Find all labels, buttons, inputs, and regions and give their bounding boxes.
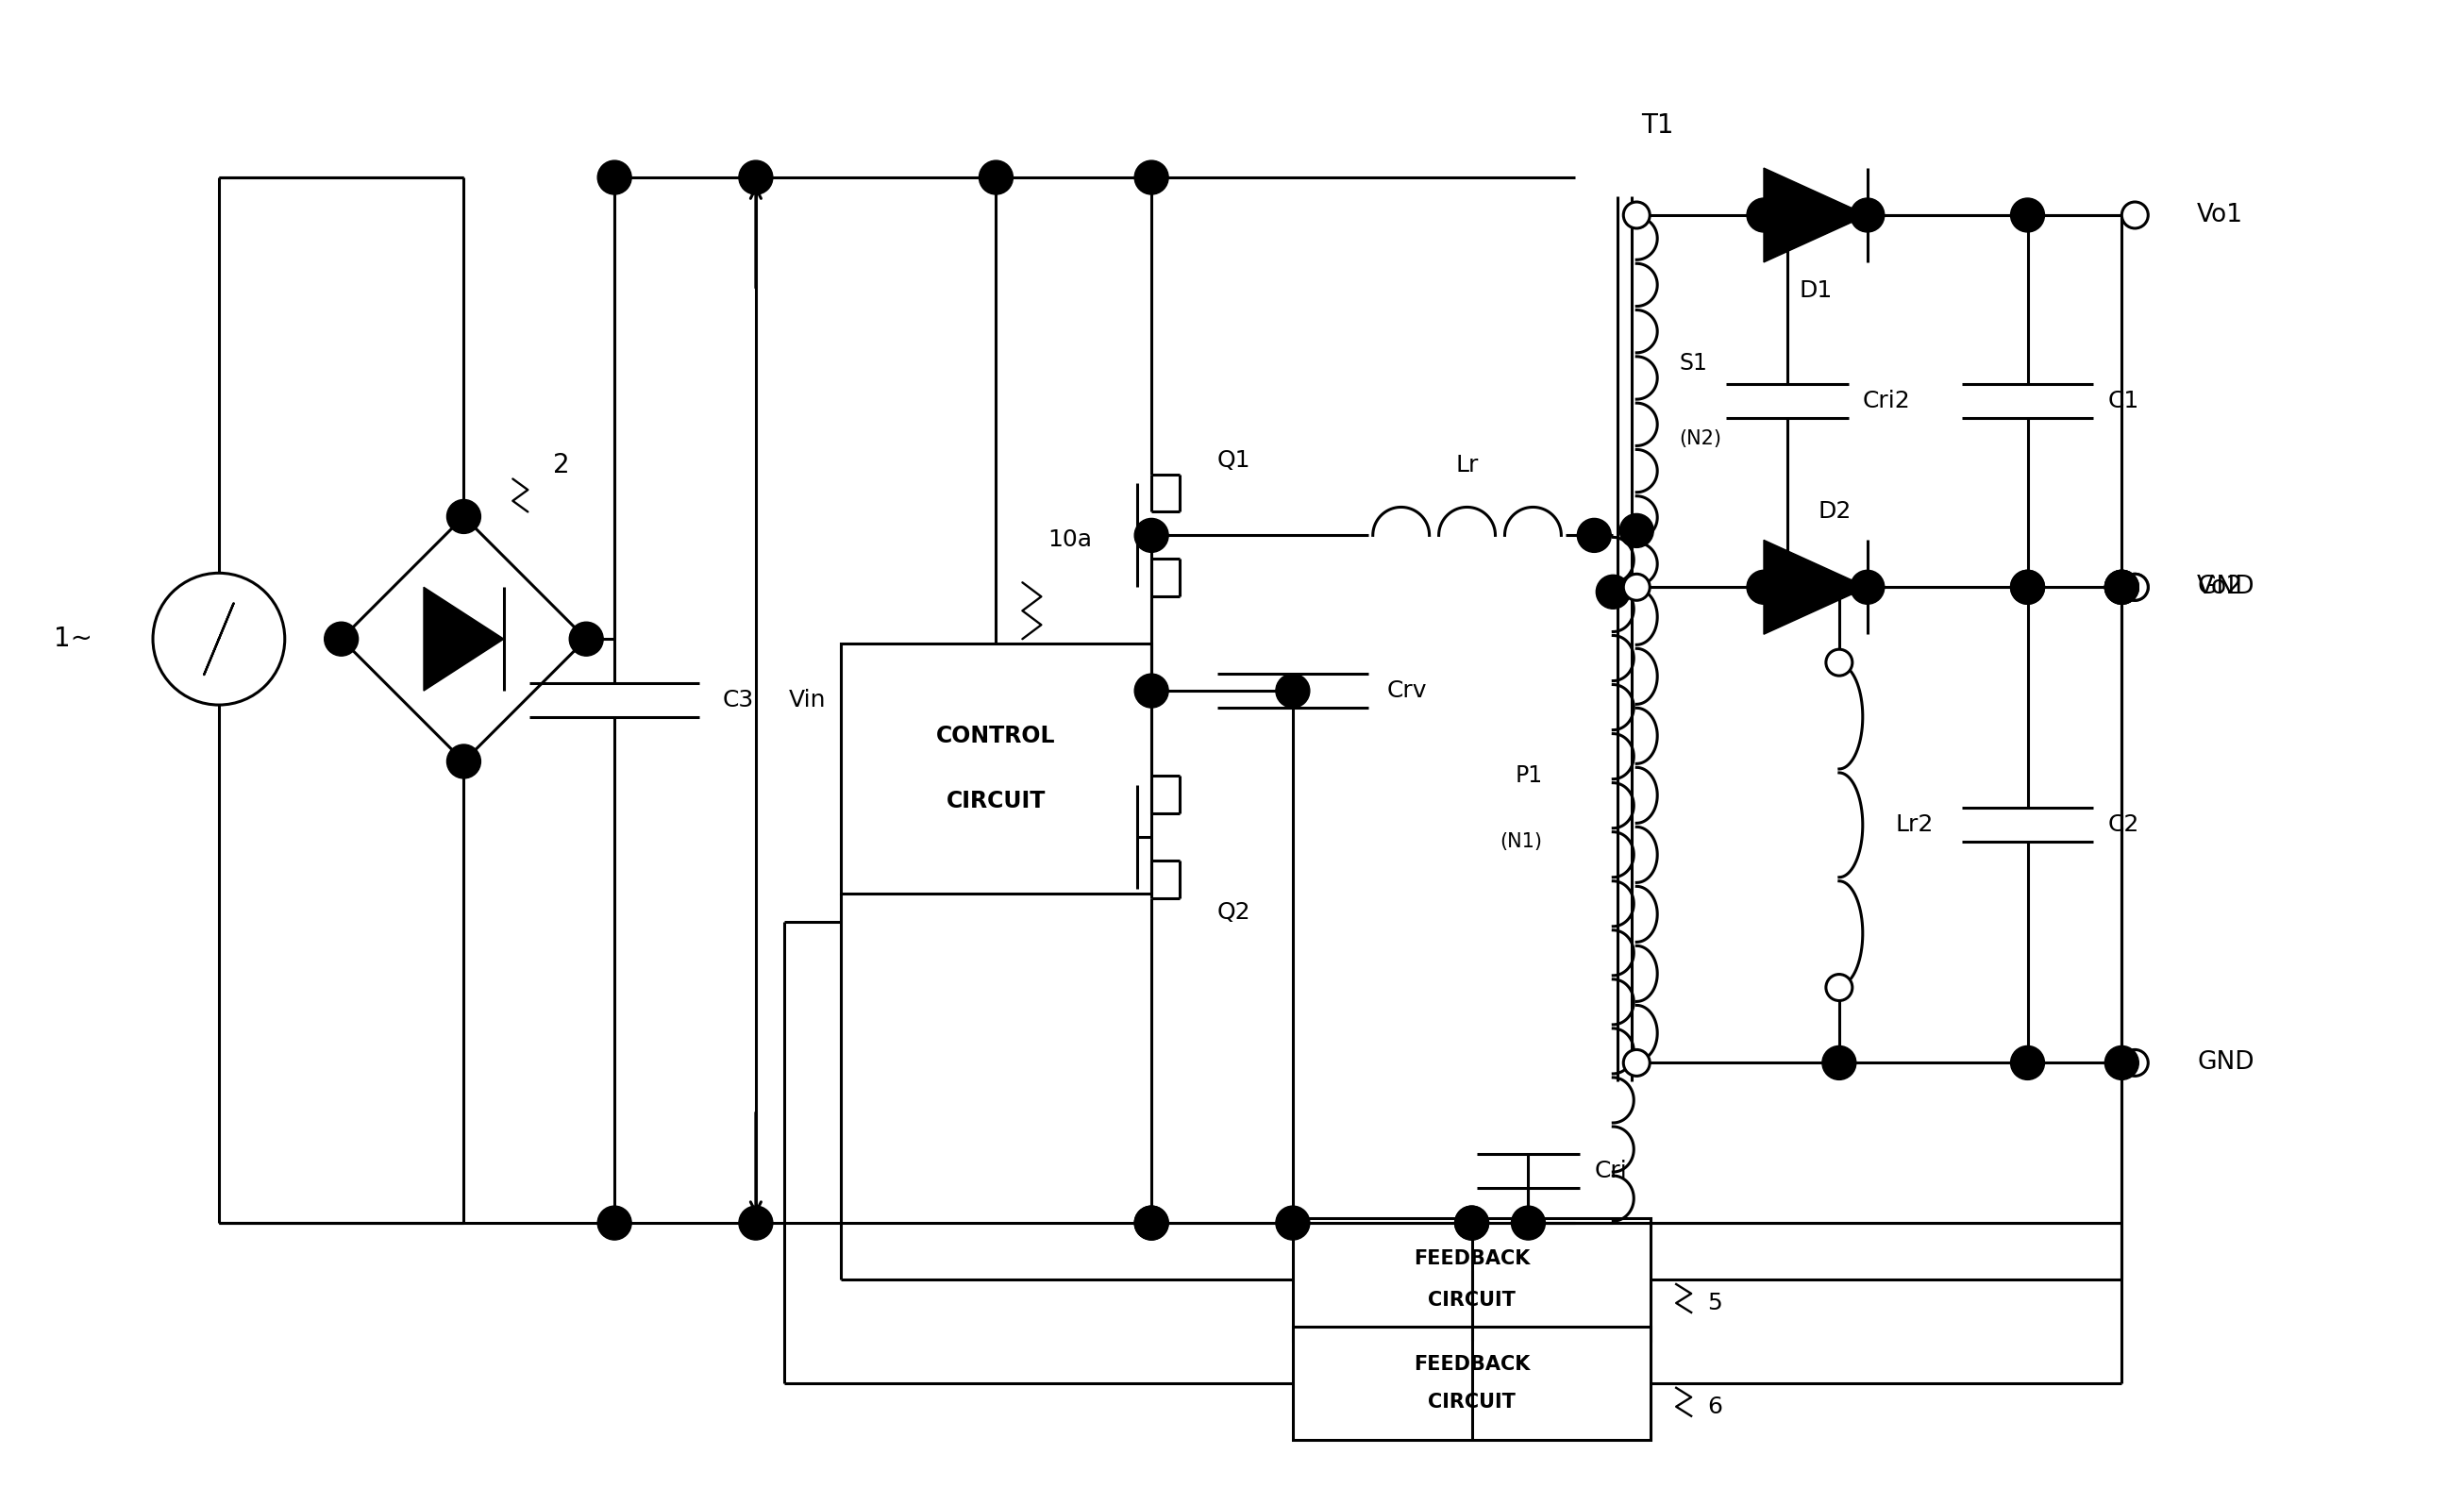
Circle shape bbox=[1619, 513, 1653, 548]
Circle shape bbox=[2122, 1049, 2149, 1076]
Circle shape bbox=[978, 161, 1013, 195]
Bar bbox=[1294, 1219, 1651, 1341]
Circle shape bbox=[1747, 570, 1781, 604]
Text: Q2: Q2 bbox=[1217, 900, 1252, 924]
Circle shape bbox=[2122, 202, 2149, 228]
Text: Crv: Crv bbox=[1387, 680, 1427, 702]
Circle shape bbox=[1769, 570, 1804, 604]
Text: D1: D1 bbox=[1799, 280, 1833, 302]
Circle shape bbox=[739, 1205, 774, 1240]
Circle shape bbox=[1133, 1205, 1168, 1240]
Circle shape bbox=[2104, 570, 2139, 604]
Circle shape bbox=[446, 744, 480, 778]
Text: 5: 5 bbox=[1708, 1292, 1722, 1314]
Circle shape bbox=[739, 161, 774, 195]
Text: 2: 2 bbox=[554, 451, 569, 478]
Circle shape bbox=[446, 500, 480, 534]
Text: D2: D2 bbox=[1818, 500, 1850, 524]
Text: Cri2: Cri2 bbox=[1863, 390, 1910, 412]
Text: CIRCUIT: CIRCUIT bbox=[1429, 1393, 1515, 1411]
Circle shape bbox=[1850, 570, 1885, 604]
Text: Vo1: Vo1 bbox=[2198, 202, 2242, 228]
Text: CONTROL: CONTROL bbox=[936, 725, 1055, 747]
Circle shape bbox=[2122, 574, 2149, 600]
Text: Cri: Cri bbox=[1594, 1159, 1626, 1183]
Circle shape bbox=[1276, 674, 1311, 708]
Circle shape bbox=[2104, 1046, 2139, 1080]
Circle shape bbox=[1597, 574, 1631, 609]
Text: Vo2: Vo2 bbox=[2198, 574, 2242, 600]
Text: C1: C1 bbox=[2107, 390, 2139, 412]
Text: FEEDBACK: FEEDBACK bbox=[1414, 1354, 1530, 1373]
Circle shape bbox=[1826, 649, 1853, 676]
Bar bbox=[1294, 1327, 1651, 1439]
Polygon shape bbox=[1764, 168, 1868, 262]
Circle shape bbox=[1454, 1205, 1488, 1240]
Text: FEEDBACK: FEEDBACK bbox=[1414, 1250, 1530, 1268]
Circle shape bbox=[1769, 198, 1804, 232]
Circle shape bbox=[325, 622, 357, 656]
Text: C2: C2 bbox=[2107, 814, 2139, 836]
Polygon shape bbox=[1764, 540, 1868, 634]
Circle shape bbox=[569, 622, 604, 656]
Polygon shape bbox=[424, 588, 503, 690]
Text: 10a: 10a bbox=[1047, 528, 1092, 552]
Circle shape bbox=[2104, 570, 2139, 604]
Text: CIRCUIT: CIRCUIT bbox=[1429, 1290, 1515, 1309]
Text: C3: C3 bbox=[722, 689, 754, 711]
Circle shape bbox=[1133, 674, 1168, 708]
Text: Vin: Vin bbox=[788, 689, 825, 711]
Text: CIRCUIT: CIRCUIT bbox=[946, 790, 1045, 812]
Circle shape bbox=[2104, 570, 2139, 604]
Circle shape bbox=[1510, 1205, 1545, 1240]
Circle shape bbox=[2011, 570, 2045, 604]
Text: 6: 6 bbox=[1708, 1396, 1722, 1418]
Circle shape bbox=[1577, 518, 1611, 552]
Circle shape bbox=[2011, 1046, 2045, 1080]
Text: GND: GND bbox=[2198, 1051, 2255, 1076]
Circle shape bbox=[1747, 198, 1781, 232]
Text: (N2): (N2) bbox=[1678, 430, 1722, 448]
Text: 1~: 1~ bbox=[54, 626, 94, 652]
Circle shape bbox=[1454, 1205, 1488, 1240]
Circle shape bbox=[1624, 202, 1651, 228]
Text: S1: S1 bbox=[1678, 353, 1708, 375]
Text: Q1: Q1 bbox=[1217, 449, 1252, 472]
Circle shape bbox=[599, 161, 631, 195]
Text: Lr: Lr bbox=[1456, 454, 1478, 476]
Circle shape bbox=[2011, 198, 2045, 232]
Circle shape bbox=[1133, 161, 1168, 195]
Circle shape bbox=[1624, 574, 1651, 600]
Circle shape bbox=[1850, 198, 1885, 232]
Circle shape bbox=[599, 1205, 631, 1240]
Text: T1: T1 bbox=[1641, 113, 1673, 138]
Text: P1: P1 bbox=[1515, 765, 1542, 787]
Circle shape bbox=[2122, 574, 2149, 600]
Circle shape bbox=[1624, 1049, 1651, 1076]
Circle shape bbox=[1133, 518, 1168, 552]
Circle shape bbox=[1823, 1046, 1855, 1080]
Text: Lr2: Lr2 bbox=[1895, 814, 1934, 836]
Circle shape bbox=[1276, 1205, 1311, 1240]
Bar bbox=[840, 644, 1151, 893]
Circle shape bbox=[1133, 1205, 1168, 1240]
Text: GND: GND bbox=[2198, 574, 2255, 600]
Text: (N1): (N1) bbox=[1501, 832, 1542, 851]
Circle shape bbox=[2011, 570, 2045, 604]
Circle shape bbox=[1826, 975, 1853, 1000]
